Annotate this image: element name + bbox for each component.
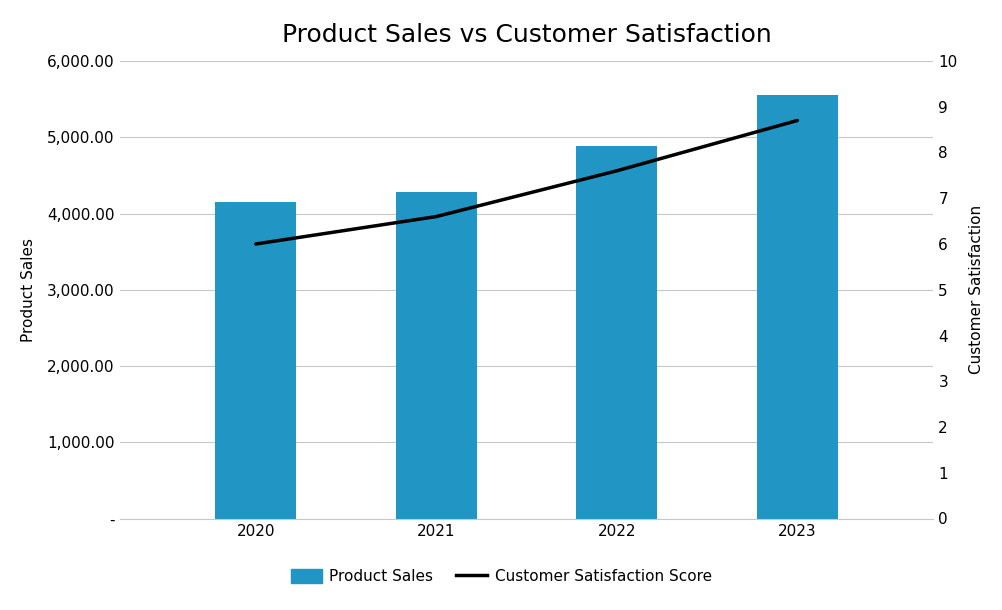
Bar [395,192,477,518]
Y-axis label: Product Sales: Product Sales [21,238,36,342]
Legend: Product Sales, Customer Satisfaction Score: Product Sales, Customer Satisfaction Sco… [285,563,717,590]
Title: Product Sales vs Customer Satisfaction: Product Sales vs Customer Satisfaction [282,23,771,46]
Bar [214,202,297,518]
Bar [757,95,838,518]
Y-axis label: Customer Satisfaction: Customer Satisfaction [968,205,983,375]
Bar [575,146,657,518]
